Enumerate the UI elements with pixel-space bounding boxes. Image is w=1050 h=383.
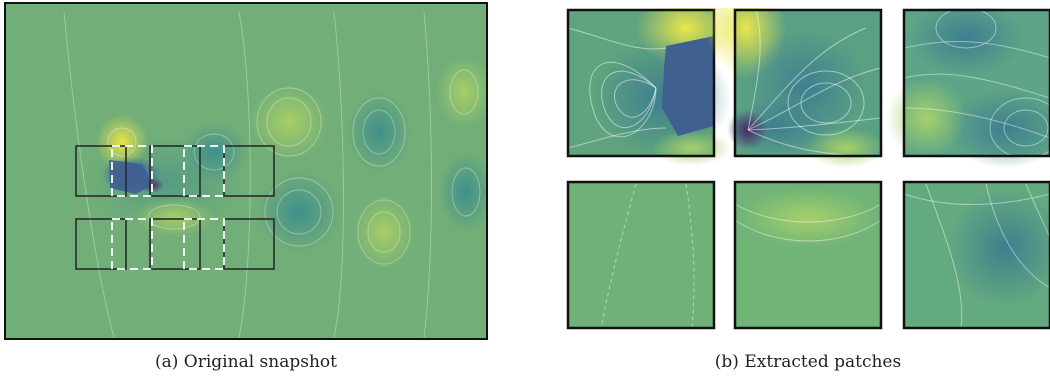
caption-original-snapshot: (a) Original snapshot	[155, 352, 337, 372]
extracted-patch-5	[733, 180, 883, 330]
dashed-patch-box	[183, 218, 225, 270]
patch-box	[149, 145, 201, 197]
extracted-patch-4	[566, 180, 716, 330]
original-snapshot	[4, 2, 488, 340]
patch-boxes	[75, 145, 275, 270]
extracted-patch-3	[886, 8, 1050, 168]
extracted-patch-6	[902, 180, 1050, 330]
patch-box	[75, 145, 127, 197]
patch-box	[75, 218, 127, 270]
extracted-patch-2	[706, 8, 886, 168]
wake-field-blobs	[84, 56, 488, 270]
patch-box	[149, 218, 201, 270]
extracted-patches	[566, 8, 1050, 330]
flow-field-background	[5, 3, 487, 339]
dashed-patch-boxes	[111, 145, 225, 270]
snapshot-frame	[4, 2, 488, 340]
dashed-patch-box	[183, 145, 225, 197]
extracted-patch-1	[566, 8, 736, 166]
dashed-patch-box	[111, 218, 153, 270]
dashed-patch-box	[111, 145, 153, 197]
contour-lines	[63, 11, 481, 339]
caption-extracted-patches: (b) Extracted patches	[714, 352, 902, 372]
